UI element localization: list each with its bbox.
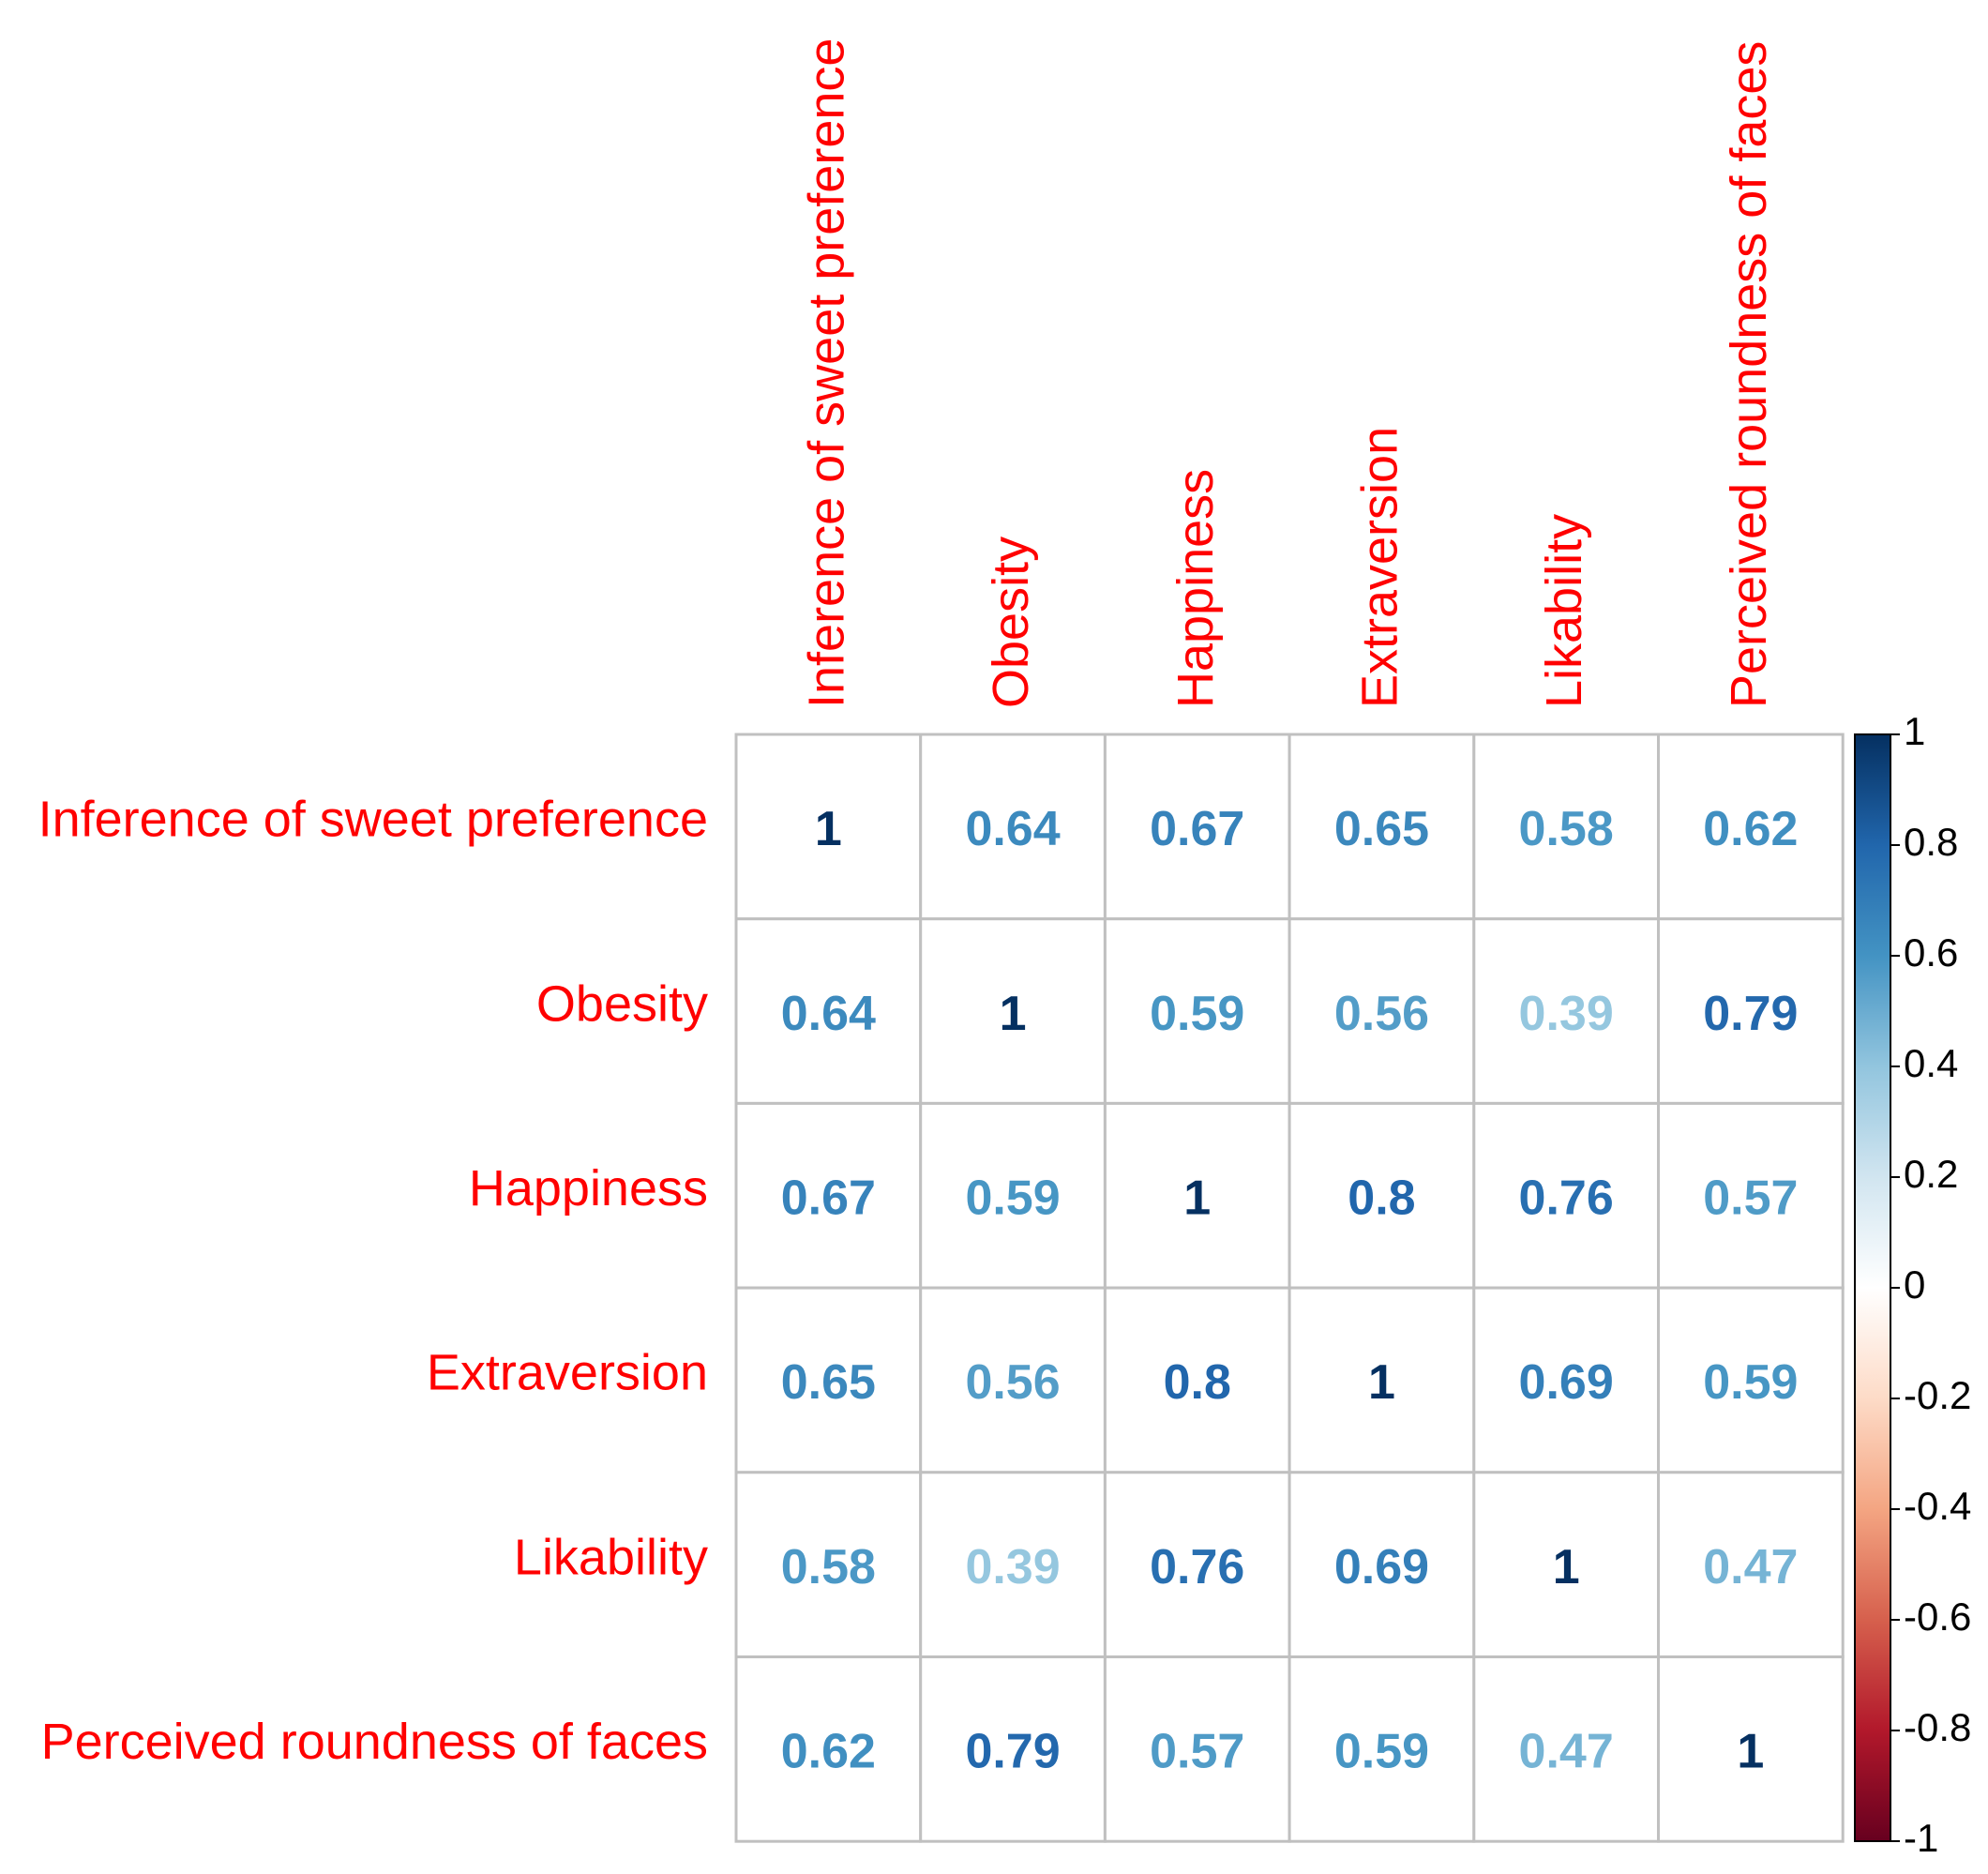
cell-value-4-2: 0.56 xyxy=(965,1355,1060,1410)
cell-value-5-1: 0.58 xyxy=(781,1540,876,1594)
column-label-extraversion: Extraversion xyxy=(1351,427,1408,708)
matrix-cell-6-1 xyxy=(734,1655,923,1843)
matrix-cell-2-2 xyxy=(919,917,1107,1105)
matrix-cell-2-6 xyxy=(1657,917,1845,1105)
matrix-cell-3-2 xyxy=(919,1101,1107,1290)
cell-value-1-3: 0.67 xyxy=(1150,802,1244,856)
legend-tick-label-0-2: -0.2 xyxy=(1904,1373,1971,1417)
cell-value-4-6: 0.59 xyxy=(1703,1355,1798,1410)
cell-value-1-6: 0.62 xyxy=(1703,802,1798,856)
legend-tick-label-0-2: 0.2 xyxy=(1904,1152,1958,1196)
matrix-cell-6-5 xyxy=(1472,1655,1661,1843)
row-label-obesity: Obesity xyxy=(536,975,708,1032)
cell-value-4-5: 0.69 xyxy=(1519,1355,1614,1410)
cell-value-5-6: 0.47 xyxy=(1703,1540,1798,1594)
cell-value-2-6: 0.79 xyxy=(1703,987,1798,1041)
matrix-cell-1-4 xyxy=(1288,733,1476,921)
matrix-cell-1-3 xyxy=(1103,733,1291,921)
row-labels: Inference of sweet preference Obesity Happ… xyxy=(38,792,708,1771)
matrix-cell-3-4 xyxy=(1288,1101,1476,1290)
legend-tick-label-0-6: -0.6 xyxy=(1904,1594,1971,1639)
matrix-cell-1-6 xyxy=(1657,733,1845,921)
cell-value-2-2: 1 xyxy=(1000,987,1027,1041)
row-label-extraversion: Extraversion xyxy=(427,1345,708,1401)
color-legend: 1 0.8 0.6 0.4 0.2 0 -0.2 -0.4 -0.6 -0.8 -1 xyxy=(1854,709,1971,1860)
cell-value-1-5: 0.58 xyxy=(1519,802,1614,856)
cell-value-2-4: 0.56 xyxy=(1334,987,1429,1041)
matrix-cell-4-5 xyxy=(1472,1286,1661,1474)
row-label-happiness: Happiness xyxy=(469,1160,708,1217)
column-label-perceived-roundness-of-faces: Perceived roundness of faces xyxy=(1721,41,1777,708)
cell-value-6-4: 0.59 xyxy=(1334,1725,1429,1779)
cell-value-5-4: 0.69 xyxy=(1334,1540,1429,1594)
cell-value-3-6: 0.57 xyxy=(1703,1171,1798,1225)
matrix-cell-4-1 xyxy=(734,1286,923,1474)
matrix-cell-4-3 xyxy=(1103,1286,1291,1474)
legend-tick-label-0: 0 xyxy=(1904,1262,1925,1307)
matrix-cell-4-2 xyxy=(919,1286,1107,1474)
cell-value-5-2: 0.39 xyxy=(965,1540,1060,1594)
column-label-likability: Likability xyxy=(1536,514,1592,708)
matrix-cell-4-6 xyxy=(1657,1286,1845,1474)
matrix-cell-1-2 xyxy=(919,733,1107,921)
cell-value-3-1: 0.67 xyxy=(781,1171,876,1225)
legend-tick-label-0-8: -0.8 xyxy=(1904,1705,1971,1749)
cell-value-4-4: 1 xyxy=(1368,1355,1395,1410)
matrix-cell-1-1 xyxy=(734,733,923,921)
cell-value-1-4: 0.65 xyxy=(1334,802,1429,856)
matrix-cell-6-4 xyxy=(1288,1655,1476,1843)
cell-value-5-3: 0.76 xyxy=(1150,1540,1244,1594)
matrix-cell-3-6 xyxy=(1657,1101,1845,1290)
legend-tick-label-1: -1 xyxy=(1904,1816,1938,1860)
matrix-cell-5-3 xyxy=(1103,1471,1291,1659)
column-label-obesity: Obesity xyxy=(983,537,1039,708)
cell-value-1-2: 0.64 xyxy=(965,802,1060,856)
matrix-values: 1 0.64 0.67 0.65 0.58 0.62 0.64 1 0.59 0.56 0.39 0.… xyxy=(781,802,1799,1779)
matrix-cell-5-6 xyxy=(1657,1471,1845,1659)
column-label-inference-of-sweet-preference: Inference of sweet preference xyxy=(798,38,854,708)
matrix-cell-5-1 xyxy=(734,1471,923,1659)
row-label-perceived-roundness-of-faces: Perceived roundness of faces xyxy=(41,1714,708,1770)
cell-value-6-6: 1 xyxy=(1737,1725,1764,1779)
column-labels: Inference of sweet preference Obesity Happ… xyxy=(798,38,1777,708)
legend-tick-label-0-4: -0.4 xyxy=(1904,1484,1971,1528)
cell-value-2-3: 0.59 xyxy=(1150,987,1244,1041)
cell-value-2-1: 0.64 xyxy=(781,987,876,1041)
cell-value-3-2: 0.59 xyxy=(965,1171,1060,1225)
cell-value-4-1: 0.65 xyxy=(781,1355,876,1410)
cell-value-4-3: 0.8 xyxy=(1164,1355,1231,1410)
cell-value-3-5: 0.76 xyxy=(1519,1171,1614,1225)
column-label-happiness: Happiness xyxy=(1167,469,1224,708)
cell-value-1-1: 1 xyxy=(815,802,842,856)
cell-value-6-2: 0.79 xyxy=(965,1725,1060,1779)
legend-tick-label-0-8: 0.8 xyxy=(1904,820,1958,864)
legend-tick-label-0-6: 0.6 xyxy=(1904,930,1958,975)
row-label-likability: Likability xyxy=(514,1529,708,1585)
matrix-cell-4-4 xyxy=(1288,1286,1476,1474)
matrix-cell-2-4 xyxy=(1288,917,1476,1105)
cell-value-3-4: 0.8 xyxy=(1348,1171,1415,1225)
cell-value-6-3: 0.57 xyxy=(1150,1725,1244,1779)
cell-value-6-5: 0.47 xyxy=(1519,1725,1614,1779)
cell-value-3-3: 1 xyxy=(1183,1171,1211,1225)
cell-value-6-1: 0.62 xyxy=(781,1725,876,1779)
matrix-cell-5-5 xyxy=(1472,1471,1661,1659)
matrix-cell-3-5 xyxy=(1472,1101,1661,1290)
matrix-cell-5-4 xyxy=(1288,1471,1476,1659)
legend-tick-label-0-4: 0.4 xyxy=(1904,1041,1958,1085)
legend-tick-label-1: 1 xyxy=(1904,709,1925,753)
cell-value-5-5: 1 xyxy=(1553,1540,1580,1594)
matrix-cell-6-6 xyxy=(1657,1655,1845,1843)
row-label-inference-of-sweet-preference: Inference of sweet preference xyxy=(38,792,708,848)
matrix-grid xyxy=(734,733,1845,1843)
color-legend-bar xyxy=(1854,733,1891,1842)
cell-value-2-5: 0.39 xyxy=(1519,987,1614,1041)
